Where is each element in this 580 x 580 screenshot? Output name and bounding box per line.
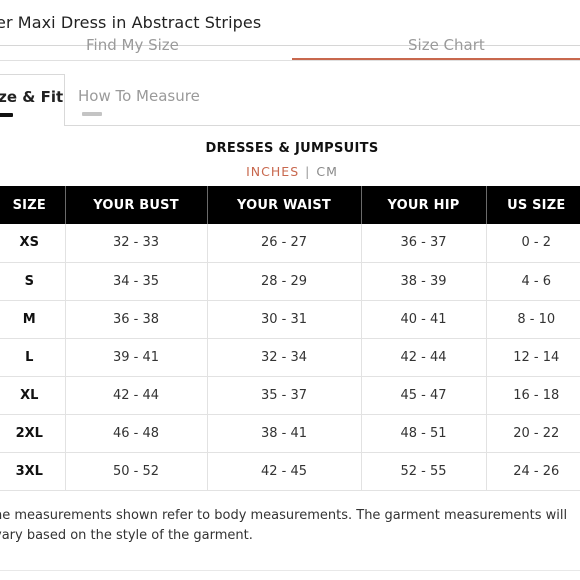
subtabs-divider — [65, 125, 580, 126]
waist-cell: 26 - 27 — [206, 224, 361, 263]
measurement-note: he measurements shown refer to body meas… — [0, 508, 568, 543]
waist-cell: 38 - 41 — [206, 414, 361, 453]
subtab-how-to-measure[interactable]: How To Measure — [66, 74, 226, 126]
product-title: er Maxi Dress in Abstract Stripes — [0, 13, 262, 32]
table-row: L 39 - 41 32 - 34 42 - 44 12 - 14 — [0, 338, 580, 377]
table-row: M 36 - 38 30 - 31 40 - 41 8 - 10 — [0, 300, 580, 339]
us-size-cell: 0 - 2 — [485, 224, 580, 263]
bust-cell: 46 - 48 — [64, 414, 207, 453]
bust-cell: 32 - 33 — [64, 224, 207, 263]
column-header: YOUR HIP — [360, 186, 486, 224]
bust-cell: 39 - 41 — [64, 338, 207, 377]
hip-cell: 40 - 41 — [360, 300, 486, 339]
table-row: 3XL 50 - 52 42 - 45 52 - 55 24 - 26 — [0, 452, 580, 491]
hip-cell: 36 - 37 — [360, 224, 486, 263]
subtab-active-indicator — [0, 113, 13, 117]
waist-cell: 35 - 37 — [206, 376, 361, 415]
hip-cell: 52 - 55 — [360, 452, 486, 491]
size-chart-table: SIZE YOUR BUST YOUR WAIST YOUR HIP US SI… — [0, 186, 580, 491]
subtab-inactive-indicator — [82, 112, 102, 116]
unit-cm-option[interactable]: CM — [316, 164, 338, 179]
column-header: SIZE — [0, 186, 65, 224]
size-cell: XL — [0, 376, 65, 415]
bust-cell: 36 - 38 — [64, 300, 207, 339]
table-header-row: SIZE YOUR BUST YOUR WAIST YOUR HIP US SI… — [0, 186, 580, 224]
size-cell: XS — [0, 224, 65, 263]
waist-cell: 32 - 34 — [206, 338, 361, 377]
bottom-divider — [0, 570, 580, 571]
column-header: YOUR BUST — [64, 186, 207, 224]
size-cell: S — [0, 262, 65, 301]
unit-separator: | — [305, 164, 311, 179]
bust-cell: 34 - 35 — [64, 262, 207, 301]
table-row: 2XL 46 - 48 38 - 41 48 - 51 20 - 22 — [0, 414, 580, 453]
us-size-cell: 4 - 6 — [485, 262, 580, 301]
bust-cell: 42 - 44 — [64, 376, 207, 415]
size-cell: 3XL — [0, 452, 65, 491]
active-tab-indicator — [292, 58, 580, 61]
hip-cell: 48 - 51 — [360, 414, 486, 453]
us-size-cell: 12 - 14 — [485, 338, 580, 377]
us-size-cell: 24 - 26 — [485, 452, 580, 491]
us-size-cell: 20 - 22 — [485, 414, 580, 453]
subtab-how-to-measure-label: How To Measure — [78, 87, 200, 105]
hip-cell: 38 - 39 — [360, 262, 486, 301]
bust-cell: 50 - 52 — [64, 452, 207, 491]
column-header: YOUR WAIST — [206, 186, 361, 224]
tab-find-my-size[interactable]: Find My Size — [86, 38, 179, 54]
hip-cell: 42 - 44 — [360, 338, 486, 377]
size-cell: L — [0, 338, 65, 377]
subtab-size-fit-label: ize & Fit — [0, 88, 64, 106]
table-row: XL 42 - 44 35 - 37 45 - 47 16 - 18 — [0, 376, 580, 415]
column-header: US SIZE — [485, 186, 580, 224]
modal-header: er Maxi Dress in Abstract Stripes — [0, 0, 580, 46]
section-title: DRESSES & JUMPSUITS — [205, 141, 379, 156]
table-row: S 34 - 35 28 - 29 38 - 39 4 - 6 — [0, 262, 580, 301]
us-size-cell: 8 - 10 — [485, 300, 580, 339]
main-tabs: Find My Size Size Chart — [0, 38, 580, 62]
waist-cell: 42 - 45 — [206, 452, 361, 491]
size-cell: 2XL — [0, 414, 65, 453]
waist-cell: 30 - 31 — [206, 300, 361, 339]
unit-toggle: INCHES | CM — [0, 164, 580, 179]
unit-inches-option[interactable]: INCHES — [246, 164, 300, 179]
tabs-divider — [0, 60, 580, 61]
size-cell: M — [0, 300, 65, 339]
tab-size-chart[interactable]: Size Chart — [408, 38, 485, 54]
hip-cell: 45 - 47 — [360, 376, 486, 415]
subtab-size-fit[interactable]: ize & Fit — [0, 74, 65, 126]
waist-cell: 28 - 29 — [206, 262, 361, 301]
us-size-cell: 16 - 18 — [485, 376, 580, 415]
table-row: XS 32 - 33 26 - 27 36 - 37 0 - 2 — [0, 224, 580, 263]
